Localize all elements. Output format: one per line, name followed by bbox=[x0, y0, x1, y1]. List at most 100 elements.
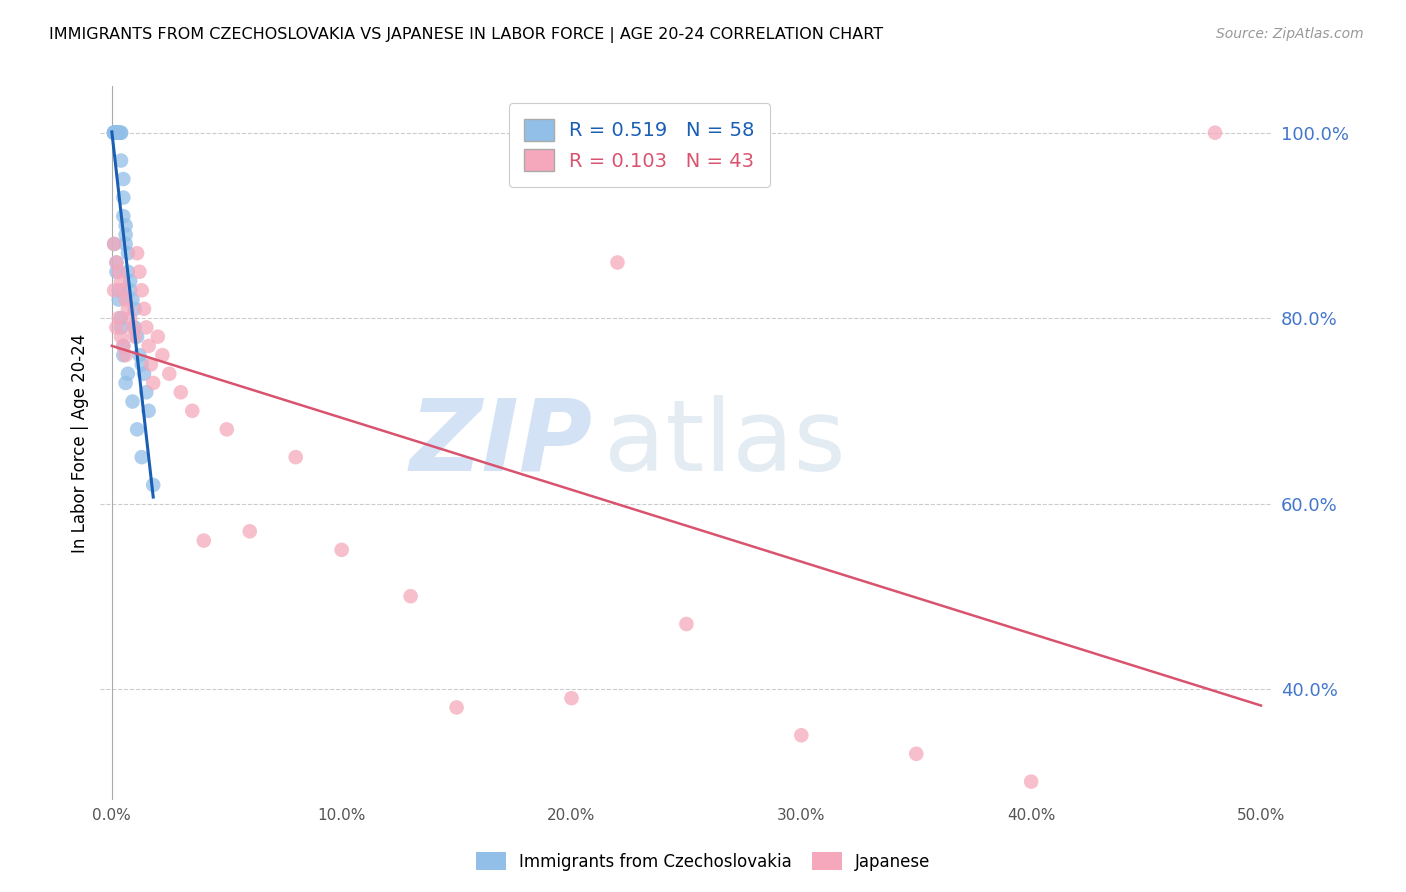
Point bbox=[107, 265, 129, 279]
Point bbox=[146, 329, 169, 343]
Point bbox=[1019, 774, 1042, 789]
Point bbox=[103, 126, 125, 140]
Point bbox=[107, 283, 129, 297]
Point bbox=[112, 339, 135, 353]
Point bbox=[107, 126, 129, 140]
Point bbox=[128, 348, 150, 362]
Point bbox=[446, 700, 468, 714]
Point bbox=[117, 367, 139, 381]
Legend: R = 0.519   N = 58, R = 0.103   N = 43: R = 0.519 N = 58, R = 0.103 N = 43 bbox=[509, 103, 770, 187]
Point bbox=[103, 126, 125, 140]
Point bbox=[1204, 126, 1226, 140]
Point bbox=[103, 236, 125, 251]
Point bbox=[103, 126, 125, 140]
Point bbox=[103, 283, 125, 297]
Point bbox=[170, 385, 193, 400]
Point bbox=[330, 542, 353, 557]
Text: IMMIGRANTS FROM CZECHOSLOVAKIA VS JAPANESE IN LABOR FORCE | AGE 20-24 CORRELATIO: IMMIGRANTS FROM CZECHOSLOVAKIA VS JAPANE… bbox=[49, 27, 883, 43]
Point bbox=[114, 293, 136, 307]
Point bbox=[110, 153, 132, 168]
Point bbox=[215, 422, 238, 436]
Point bbox=[105, 255, 128, 269]
Point bbox=[138, 339, 160, 353]
Point bbox=[103, 126, 125, 140]
Y-axis label: In Labor Force | Age 20-24: In Labor Force | Age 20-24 bbox=[72, 334, 89, 553]
Point bbox=[114, 348, 136, 362]
Point bbox=[103, 126, 125, 140]
Point bbox=[105, 265, 128, 279]
Point bbox=[105, 126, 128, 140]
Point bbox=[112, 283, 135, 297]
Point bbox=[117, 265, 139, 279]
Point bbox=[790, 728, 813, 742]
Text: ZIP: ZIP bbox=[409, 395, 593, 491]
Point bbox=[110, 126, 132, 140]
Point bbox=[105, 126, 128, 140]
Point bbox=[132, 367, 155, 381]
Point bbox=[131, 450, 153, 465]
Point bbox=[124, 301, 146, 316]
Point bbox=[132, 301, 155, 316]
Point bbox=[117, 246, 139, 260]
Point bbox=[135, 320, 157, 334]
Point bbox=[127, 329, 149, 343]
Point bbox=[103, 126, 125, 140]
Point bbox=[120, 311, 142, 326]
Point bbox=[110, 126, 132, 140]
Point bbox=[124, 329, 146, 343]
Legend: Immigrants from Czechoslovakia, Japanese: Immigrants from Czechoslovakia, Japanese bbox=[467, 844, 939, 880]
Point bbox=[131, 358, 153, 372]
Point bbox=[905, 747, 928, 761]
Point bbox=[193, 533, 215, 548]
Text: atlas: atlas bbox=[605, 395, 846, 491]
Point bbox=[399, 589, 422, 603]
Point bbox=[105, 126, 128, 140]
Point bbox=[127, 246, 149, 260]
Point bbox=[105, 126, 128, 140]
Point bbox=[114, 219, 136, 233]
Point bbox=[120, 283, 142, 297]
Point bbox=[120, 274, 142, 288]
Point bbox=[560, 691, 582, 706]
Point bbox=[103, 236, 125, 251]
Point bbox=[110, 311, 132, 326]
Point bbox=[105, 126, 128, 140]
Point bbox=[105, 320, 128, 334]
Point bbox=[103, 126, 125, 140]
Point bbox=[114, 236, 136, 251]
Point bbox=[121, 320, 143, 334]
Point bbox=[112, 191, 135, 205]
Point bbox=[105, 126, 128, 140]
Point bbox=[110, 329, 132, 343]
Text: Source: ZipAtlas.com: Source: ZipAtlas.com bbox=[1216, 27, 1364, 41]
Point bbox=[112, 348, 135, 362]
Point bbox=[181, 404, 204, 418]
Point bbox=[606, 255, 628, 269]
Point bbox=[239, 524, 262, 539]
Point bbox=[142, 478, 165, 492]
Point bbox=[112, 172, 135, 186]
Point bbox=[107, 126, 129, 140]
Point bbox=[105, 255, 128, 269]
Point bbox=[114, 227, 136, 242]
Point bbox=[131, 283, 153, 297]
Point bbox=[112, 339, 135, 353]
Point bbox=[105, 126, 128, 140]
Point bbox=[675, 617, 697, 632]
Point bbox=[124, 320, 146, 334]
Point bbox=[284, 450, 307, 465]
Point bbox=[138, 404, 160, 418]
Point bbox=[107, 311, 129, 326]
Point bbox=[117, 301, 139, 316]
Point bbox=[127, 422, 149, 436]
Point bbox=[107, 293, 129, 307]
Point bbox=[142, 376, 165, 390]
Point bbox=[157, 367, 180, 381]
Point bbox=[112, 209, 135, 223]
Point bbox=[121, 293, 143, 307]
Point bbox=[103, 126, 125, 140]
Point bbox=[107, 126, 129, 140]
Point bbox=[121, 394, 143, 409]
Point bbox=[103, 126, 125, 140]
Point bbox=[110, 274, 132, 288]
